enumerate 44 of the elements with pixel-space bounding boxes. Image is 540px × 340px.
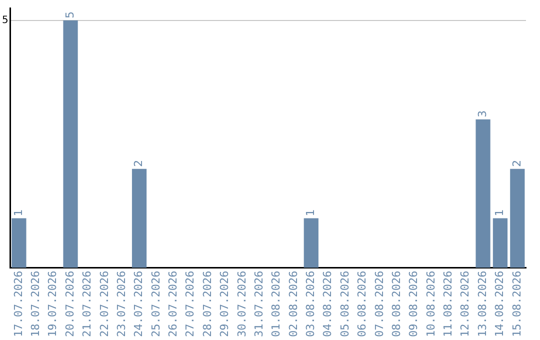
x-tick-label: 13.08.2026 bbox=[476, 270, 489, 338]
x-tick-label: 05.08.2026 bbox=[338, 270, 352, 338]
data-label: 1 bbox=[304, 209, 318, 216]
x-tick-label: 03.08.2026 bbox=[304, 270, 318, 338]
bar bbox=[476, 119, 490, 268]
x-tick-label: 21.07.2026 bbox=[80, 270, 94, 338]
x-tick-label: 25.07.2026 bbox=[149, 270, 162, 338]
x-tick-label: 07.08.2026 bbox=[372, 270, 386, 338]
bar bbox=[63, 20, 78, 268]
x-tick-label: 31.07.2026 bbox=[252, 270, 266, 338]
x-tick-label: 17.07.2026 bbox=[12, 270, 25, 338]
x-tick-label: 30.07.2026 bbox=[235, 270, 248, 338]
bar bbox=[304, 218, 318, 268]
x-tick-label: 12.08.2026 bbox=[458, 270, 472, 338]
data-label: 2 bbox=[132, 160, 146, 167]
data-label: 1 bbox=[493, 209, 506, 216]
data-label: 5 bbox=[63, 11, 76, 18]
x-tick-label: 29.07.2026 bbox=[218, 270, 232, 338]
bar bbox=[492, 218, 508, 268]
x-tick-label: 19.07.2026 bbox=[46, 270, 60, 338]
x-tick-label: 20.07.2026 bbox=[63, 270, 76, 338]
x-tick-label: 02.08.2026 bbox=[286, 270, 300, 338]
x-tick-label: 06.08.2026 bbox=[356, 270, 369, 338]
data-label: 3 bbox=[476, 110, 489, 118]
bar bbox=[132, 168, 147, 268]
x-tick-label: 01.08.2026 bbox=[270, 270, 283, 338]
data-label: 2 bbox=[510, 160, 524, 167]
x-tick-label: 09.08.2026 bbox=[407, 270, 420, 338]
x-tick-label: 18.07.2026 bbox=[29, 270, 42, 338]
x-tick-label: 27.07.2026 bbox=[184, 270, 197, 338]
x-tick-label: 08.08.2026 bbox=[390, 270, 403, 338]
x-tick-label: 22.07.2026 bbox=[98, 270, 111, 338]
x-tick-label: 11.08.2026 bbox=[442, 270, 455, 338]
x-tick-label: 28.07.2026 bbox=[200, 270, 214, 338]
x-tick-label: 04.08.2026 bbox=[321, 270, 334, 338]
data-label: 1 bbox=[12, 209, 25, 216]
x-tick-label: 24.07.2026 bbox=[132, 270, 146, 338]
x-tick-label: 26.07.2026 bbox=[166, 270, 180, 338]
x-tick-label: 14.08.2026 bbox=[493, 270, 506, 338]
bar bbox=[12, 218, 26, 268]
bar bbox=[510, 168, 525, 268]
x-tick-label: 15.08.2026 bbox=[510, 270, 524, 338]
x-tick-label: 10.08.2026 bbox=[424, 270, 438, 338]
x-tick-label: 23.07.2026 bbox=[114, 270, 128, 338]
